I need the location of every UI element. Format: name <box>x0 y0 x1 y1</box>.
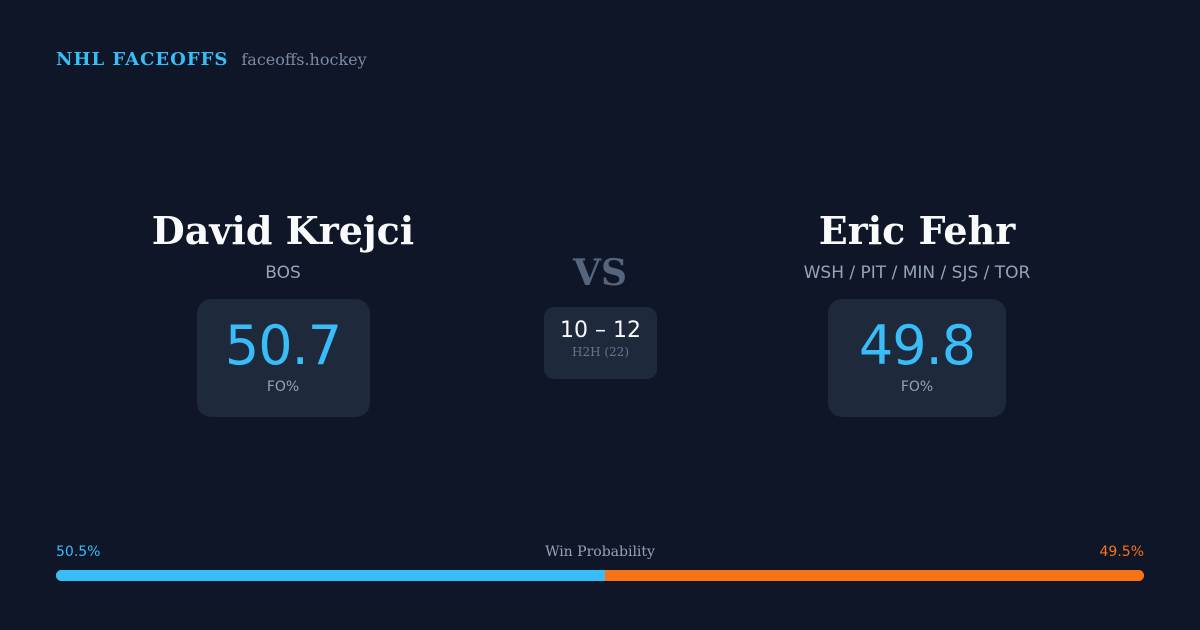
right-fo-card: 49.8 FO% <box>828 299 1006 417</box>
left-player-name: David Krejci <box>151 208 415 253</box>
left-player-team: BOS <box>265 263 301 283</box>
left-win-prob-fill <box>56 570 606 581</box>
brand-domain: faceoffs.hockey <box>241 50 367 69</box>
right-player-name: Eric Fehr <box>818 208 1016 253</box>
left-fo-label: FO% <box>266 379 300 395</box>
right-win-prob-fill <box>605 570 1144 581</box>
left-fo-pct: 50.7 <box>224 314 342 377</box>
right-win-prob: 49.5% <box>1099 544 1144 560</box>
left-win-prob: 50.5% <box>56 544 101 560</box>
left-fo-card: 50.7 FO% <box>196 299 370 417</box>
right-fo-pct: 49.8 <box>858 314 976 377</box>
win-probability-bar <box>56 570 1144 581</box>
brand: NHL FACEOFFS faceoffs.hockey <box>56 49 367 70</box>
h2h-score: 10 – 12 <box>560 318 641 343</box>
left-player: David Krejci BOS 50.7 FO% <box>33 205 533 417</box>
h2h-count: H2H (22) <box>571 345 629 359</box>
right-player-team: WSH / PIT / MIN / SJS / TOR <box>803 263 1031 283</box>
right-fo-label: FO% <box>900 379 934 395</box>
right-player: Eric Fehr WSH / PIT / MIN / SJS / TOR 49… <box>667 205 1167 417</box>
win-probability-label: Win Probability <box>545 544 655 560</box>
h2h-card: 10 – 12 H2H (22) <box>544 307 657 379</box>
vs-label: VS <box>573 252 627 294</box>
brand-title: NHL FACEOFFS <box>56 49 229 70</box>
